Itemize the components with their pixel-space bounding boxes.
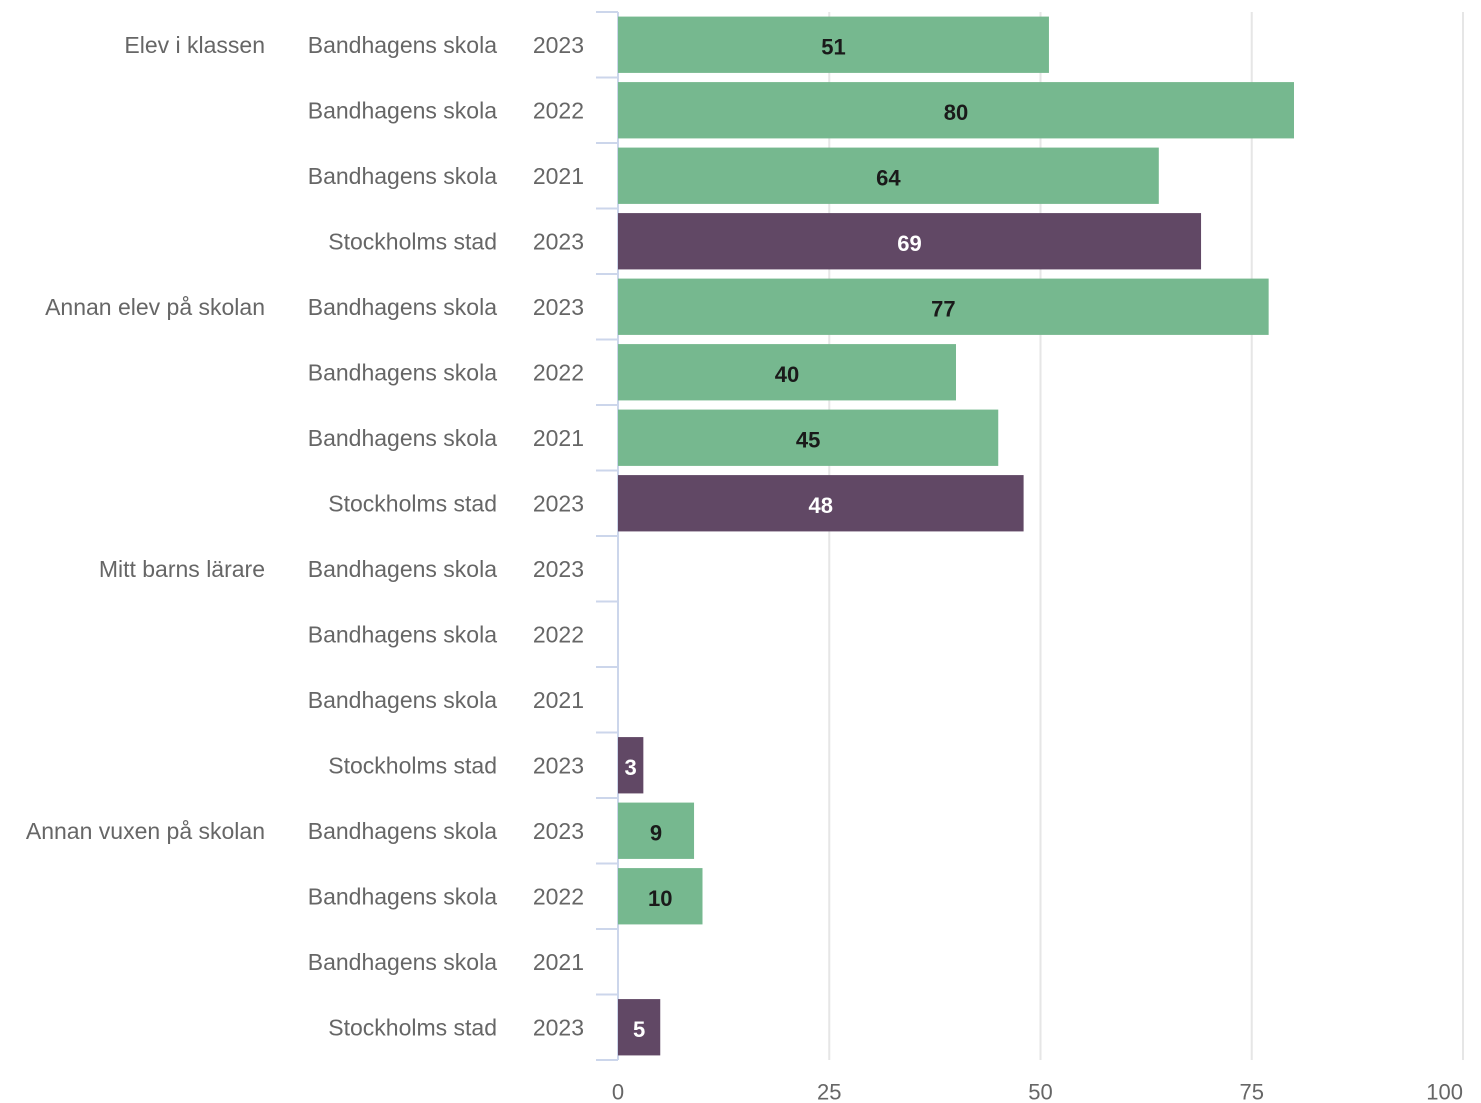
unit-label: Bandhagens skola — [308, 32, 497, 58]
unit-label: Stockholms stad — [328, 490, 497, 516]
data-label: 51 — [821, 34, 845, 59]
unit-label: Bandhagens skola — [308, 818, 497, 844]
bar — [618, 278, 1269, 335]
x-tick-label: 75 — [1240, 1080, 1264, 1103]
year-label: 2021 — [533, 687, 584, 713]
bar — [618, 999, 661, 1056]
x-tick-label: 50 — [1028, 1080, 1052, 1103]
bar — [618, 737, 644, 794]
bar — [618, 409, 999, 466]
unit-label: Bandhagens skola — [308, 556, 497, 582]
group-label: Annan vuxen på skolan — [26, 818, 265, 844]
year-label: 2022 — [533, 359, 584, 385]
year-label: 2023 — [533, 556, 584, 582]
group-label: Elev i klassen — [124, 32, 265, 58]
year-label: 2023 — [533, 228, 584, 254]
year-label: 2022 — [533, 621, 584, 647]
unit-label: Stockholms stad — [328, 752, 497, 778]
year-label: 2023 — [533, 752, 584, 778]
unit-label: Bandhagens skola — [308, 687, 497, 713]
y-axis — [596, 11, 619, 1061]
group-label: Mitt barns lärare — [99, 556, 265, 582]
year-label: 2023 — [533, 490, 584, 516]
data-label: 10 — [648, 886, 672, 911]
unit-label: Bandhagens skola — [308, 294, 497, 320]
unit-label: Bandhagens skola — [308, 949, 497, 975]
year-label: 2023 — [533, 818, 584, 844]
unit-label: Bandhagens skola — [308, 359, 497, 385]
year-label: 2021 — [533, 425, 584, 451]
data-label: 69 — [897, 231, 921, 256]
data-label: 77 — [931, 296, 955, 321]
x-tick-label: 0 — [612, 1080, 624, 1103]
unit-label: Bandhagens skola — [308, 425, 497, 451]
unit-label: Stockholms stad — [328, 1014, 497, 1040]
bar — [618, 147, 1159, 204]
year-label: 2021 — [533, 163, 584, 189]
year-label: 2023 — [533, 294, 584, 320]
unit-label: Bandhagens skola — [308, 97, 497, 123]
data-label: 80 — [944, 100, 968, 125]
year-label: 2022 — [533, 97, 584, 123]
year-label: 2021 — [533, 949, 584, 975]
unit-label: Bandhagens skola — [308, 883, 497, 909]
year-label: 2023 — [533, 32, 584, 58]
data-label: 48 — [809, 493, 833, 518]
x-tick-label: 100 — [1426, 1080, 1463, 1103]
bar — [618, 344, 956, 401]
unit-label: Stockholms stad — [328, 228, 497, 254]
bar — [618, 16, 1049, 73]
unit-label: Bandhagens skola — [308, 621, 497, 647]
data-label: 40 — [775, 362, 799, 387]
bar — [618, 868, 703, 925]
unit-label: Bandhagens skola — [308, 163, 497, 189]
data-label: 9 — [650, 820, 662, 845]
category-labels: Elev i klassen Bandhagens skola 2023 Bandha… — [26, 32, 584, 1041]
group-label: Annan elev på skolan — [45, 294, 265, 320]
year-label: 2022 — [533, 883, 584, 909]
data-label: 3 — [625, 755, 637, 780]
bar — [618, 213, 1202, 270]
x-tick-label: 25 — [817, 1080, 841, 1103]
data-label: 5 — [633, 1017, 645, 1042]
bars: 51 80 64 69 77 40 45 48 3 9 10 5 — [618, 16, 1294, 1056]
bar — [618, 802, 695, 859]
bar — [618, 475, 1024, 532]
year-label: 2023 — [533, 1014, 584, 1040]
x-axis-ticks: 0 25 50 75 100 — [612, 1080, 1463, 1103]
bar — [618, 82, 1294, 139]
data-label: 64 — [876, 165, 901, 190]
data-label: 45 — [796, 427, 820, 452]
